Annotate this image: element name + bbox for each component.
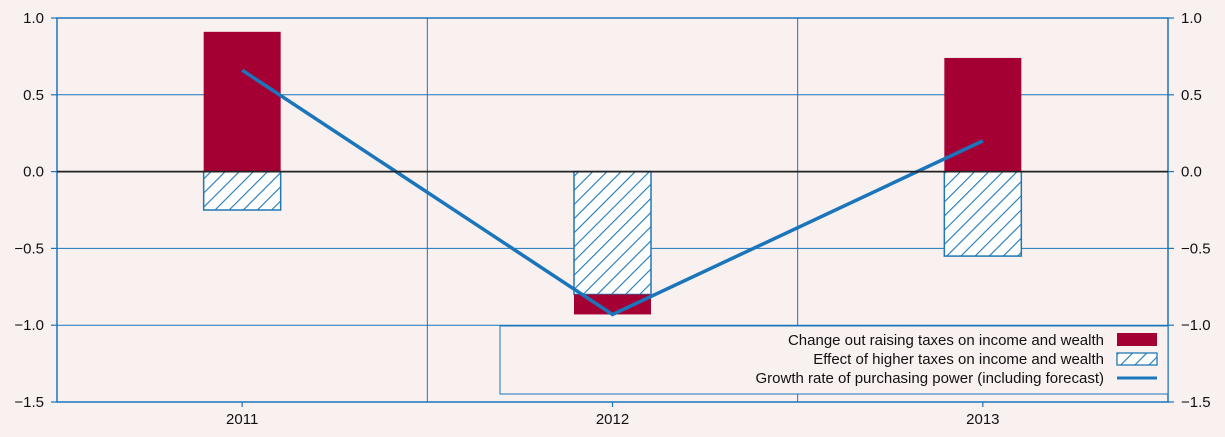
x-tick-label: 2012 <box>596 411 629 428</box>
y-tick-label-left: 0.5 <box>23 87 44 104</box>
line-layer <box>241 68 984 317</box>
bar-effect-higher-taxes <box>202 170 282 211</box>
y-tick-label-right: 0.5 <box>1181 87 1202 104</box>
x-tick-label: 2013 <box>966 411 999 428</box>
legend-label: Change out raising taxes on income and w… <box>788 332 1104 349</box>
y-tick-label-right: −0.5 <box>1181 240 1211 257</box>
line-purchasing-power <box>241 68 984 317</box>
y-tick-label-right: 1.0 <box>1181 10 1202 27</box>
x-tick-label: 2011 <box>226 411 258 428</box>
y-tick-label-right: 0.0 <box>1181 164 1202 181</box>
y-tick-label-right: −1.5 <box>1181 394 1211 411</box>
bar-change-raising-taxes <box>574 294 651 315</box>
bar-effect-higher-taxes <box>573 170 652 296</box>
y-tick-label-left: −1.0 <box>14 317 44 334</box>
legend-swatch-solid <box>1117 333 1157 346</box>
legend-box <box>499 325 1169 395</box>
axis-layer: 1.0 1.0 0.5 0.5 0.0 0.0 −0.5 −0.5 −1.0 −1.0 −1.5 −1… <box>14 10 1210 428</box>
legend-swatch-hatched <box>1116 352 1158 366</box>
legend-label: Growth rate of purchasing power (includi… <box>755 370 1104 387</box>
bar-change-raising-taxes <box>203 31 281 172</box>
y-tick-label-right: −1.0 <box>1181 317 1211 334</box>
y-tick-label-left: −1.5 <box>14 394 44 411</box>
legend: Change out raising taxes on income and w… <box>499 325 1169 395</box>
y-tick-label-left: 1.0 <box>23 10 44 27</box>
y-tick-label-left: 0.0 <box>23 164 44 181</box>
y-tick-label-left: −0.5 <box>14 240 44 257</box>
bar-effect-higher-taxes <box>943 170 1023 257</box>
bar-layer <box>202 31 1023 315</box>
legend-label: Effect of higher taxes on income and wea… <box>813 351 1104 368</box>
